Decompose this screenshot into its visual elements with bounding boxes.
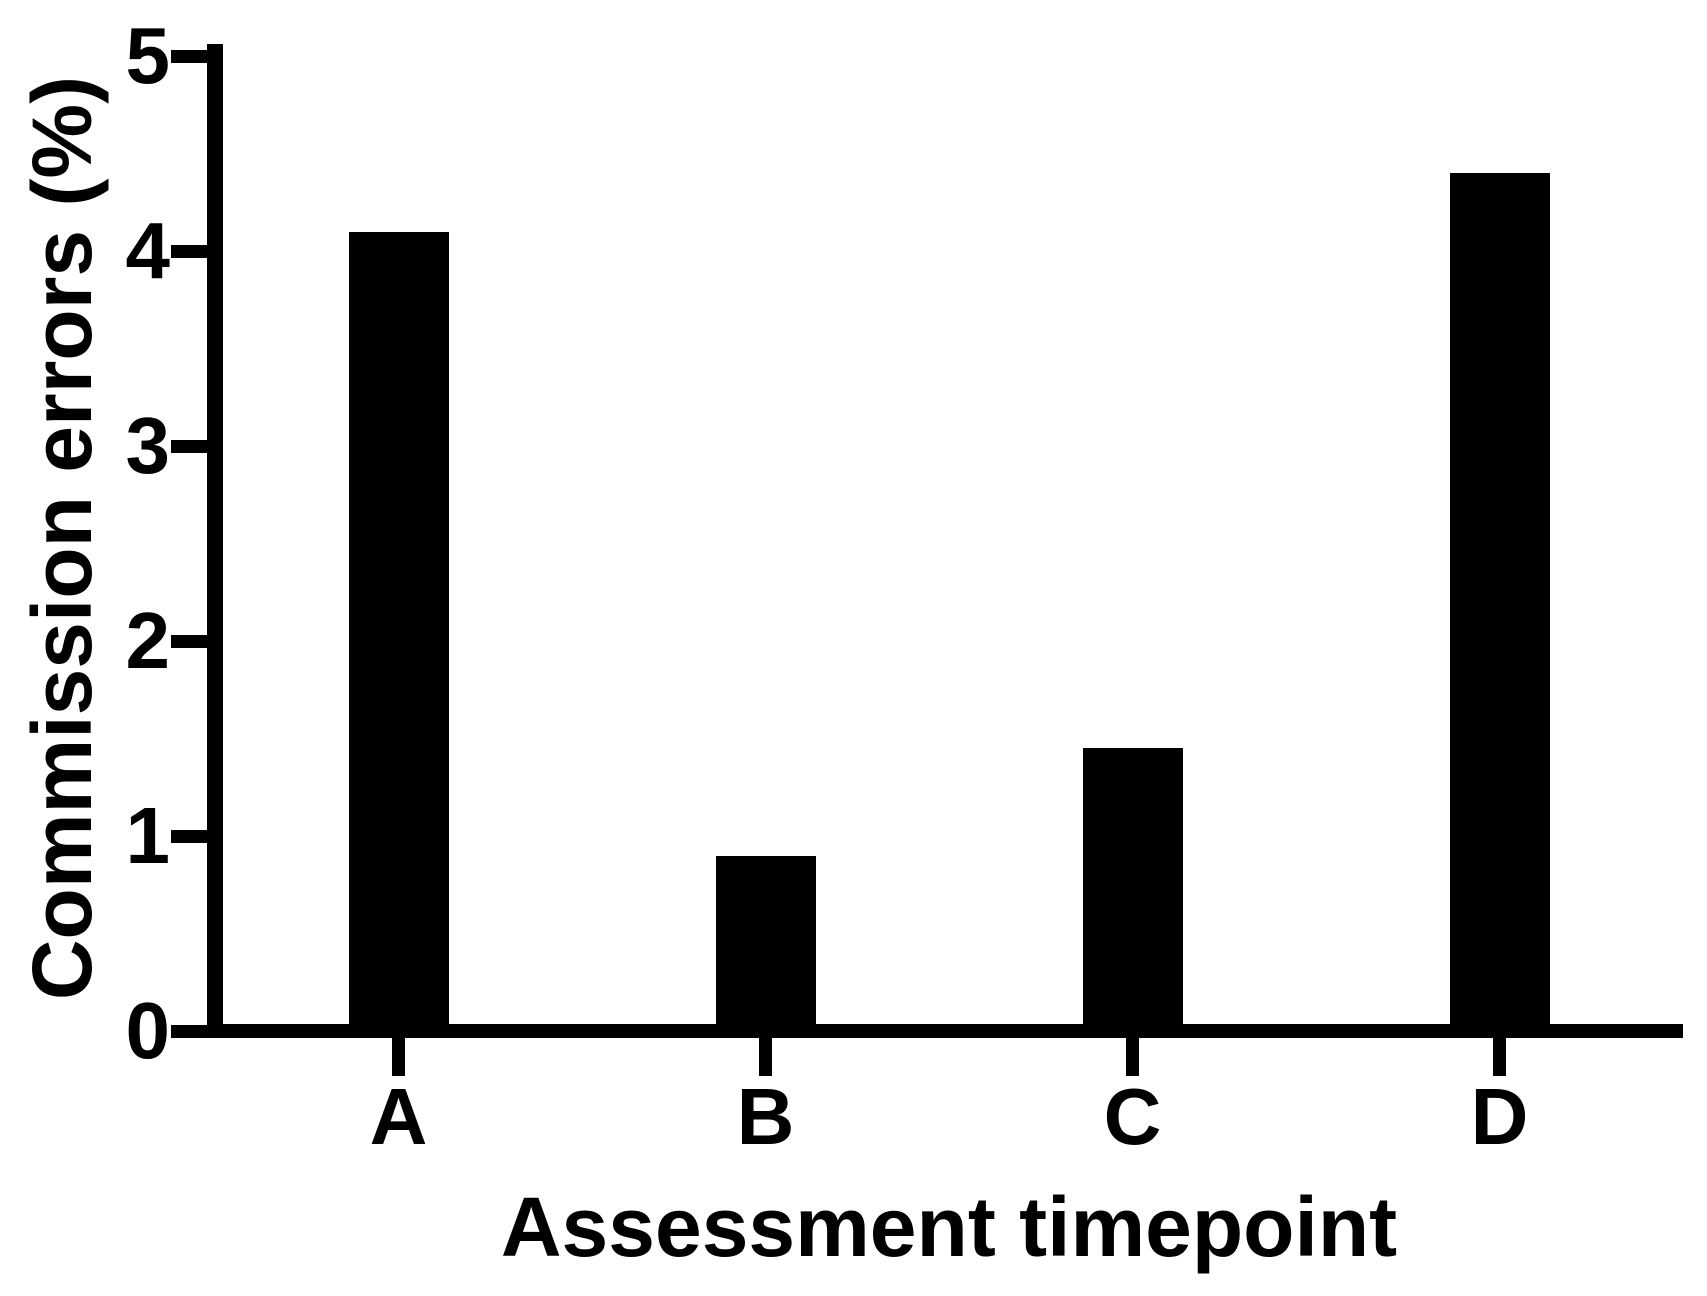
x-axis-line [207, 1024, 1683, 1038]
x-axis-tick-label-B: B [736, 1072, 795, 1161]
x-axis-tick-B [759, 1038, 772, 1076]
y-axis-tick-5 [171, 49, 207, 63]
bar-D [1449, 173, 1550, 1031]
y-axis-tick-2 [171, 634, 207, 648]
bar-A [348, 231, 449, 1031]
bar-C [1082, 748, 1183, 1031]
y-axis-tick-3 [171, 439, 207, 453]
y-axis-title: Commission errors (%) [15, 75, 109, 1001]
x-axis-tick-label-D: D [1470, 1072, 1529, 1161]
x-axis-tick-D [1493, 1038, 1506, 1076]
y-axis-tick-label-2: 2 [125, 596, 171, 685]
y-axis-tick-0 [171, 1024, 207, 1038]
x-axis-tick-C [1126, 1038, 1139, 1076]
x-axis-title: Assessment timepoint [500, 1180, 1398, 1274]
y-axis-tick-label-5: 5 [125, 11, 171, 100]
y-axis-tick-4 [171, 244, 207, 258]
y-axis-tick-1 [171, 829, 207, 843]
y-axis-tick-label-0: 0 [125, 986, 171, 1075]
y-axis-line [207, 44, 223, 1038]
bar-B [715, 855, 816, 1031]
y-axis-tick-label-3: 3 [125, 401, 171, 490]
x-axis-tick-A [392, 1038, 405, 1076]
y-axis-tick-label-4: 4 [125, 206, 171, 295]
x-axis-tick-label-C: C [1103, 1072, 1162, 1161]
x-axis-tick-label-A: A [369, 1072, 428, 1161]
y-axis-tick-label-1: 1 [125, 791, 171, 880]
